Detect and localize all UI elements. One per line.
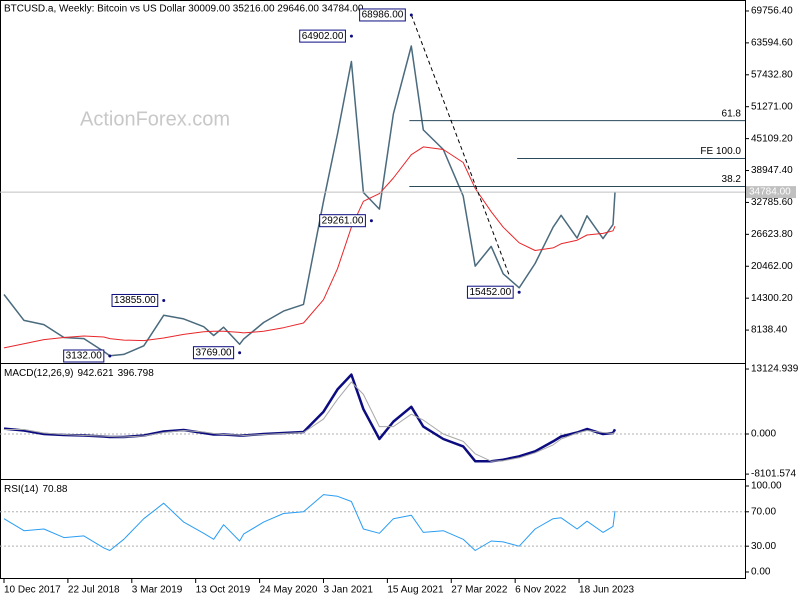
fib-label: FE 100.0 bbox=[700, 146, 741, 157]
y-tick-label: 51271.00 bbox=[751, 101, 793, 112]
annotation-box bbox=[319, 214, 366, 228]
series-line bbox=[4, 381, 616, 462]
last-price-box bbox=[746, 186, 796, 199]
annotation-label: 3769.00 bbox=[195, 347, 232, 358]
y-tick-label: 8138.40 bbox=[751, 325, 788, 336]
indicator-value: 70.88 bbox=[42, 484, 67, 495]
annotation-box bbox=[63, 349, 105, 363]
x-tick-label: 6 Nov 2022 bbox=[515, 585, 567, 596]
indicator-title: RSI(14) 70.88 bbox=[4, 484, 68, 495]
trendline bbox=[410, 14, 510, 276]
fib-label: 61.8 bbox=[722, 108, 742, 119]
annotation-point bbox=[238, 351, 242, 355]
y-tick-label: 26623.80 bbox=[751, 229, 793, 240]
series-line bbox=[3, 45, 616, 357]
y-tick-label: 69756.40 bbox=[751, 6, 793, 17]
x-tick-label: 15 Aug 2021 bbox=[387, 585, 444, 596]
annotation-box bbox=[466, 285, 514, 299]
annotation-point bbox=[369, 219, 373, 223]
x-tick-label: 10 Dec 2017 bbox=[4, 585, 61, 596]
x-tick-label: 27 Mar 2022 bbox=[451, 585, 508, 596]
annotation-label: 3132.00 bbox=[66, 351, 103, 362]
chart-title: BTCUSD.a, Weekly: Bitcoin vs US Dollar 3… bbox=[4, 4, 364, 15]
annotation-point bbox=[517, 290, 521, 294]
annotation-label: 13855.00 bbox=[114, 295, 156, 306]
y-tick-label: 70.00 bbox=[751, 506, 776, 517]
indicator-name: MACD(12,26,9) bbox=[4, 368, 73, 379]
annotation-label: 64902.00 bbox=[302, 31, 344, 42]
annotation-box bbox=[359, 8, 406, 22]
annotation-box bbox=[111, 293, 159, 307]
watermark: ActionForex.com bbox=[80, 108, 230, 130]
y-tick-label: 57432.80 bbox=[751, 69, 793, 80]
annotation: 13855.00 bbox=[111, 293, 159, 307]
annotation-box bbox=[192, 346, 235, 360]
annotation: 15452.00 bbox=[466, 285, 514, 299]
y-tick-label: -8101.574 bbox=[751, 469, 796, 480]
y-tick-label: 100.00 bbox=[751, 481, 782, 492]
annotation: 68986.00 bbox=[359, 8, 406, 22]
y-tick-label: 38947.40 bbox=[751, 165, 793, 176]
fib-label: 38.2 bbox=[722, 174, 742, 185]
annotation: 3769.00 bbox=[192, 346, 235, 360]
y-tick-label: 13124.939 bbox=[751, 364, 799, 375]
annotation-label: 29261.00 bbox=[322, 215, 364, 226]
annotation-point bbox=[108, 354, 112, 358]
y-tick-label: 45109.20 bbox=[751, 133, 793, 144]
annotation: 64902.00 bbox=[299, 29, 346, 43]
x-tick-label: 18 Jun 2023 bbox=[579, 585, 634, 596]
series-line bbox=[3, 494, 616, 551]
annotation-point bbox=[349, 34, 353, 38]
chart-frame bbox=[0, 0, 746, 579]
y-tick-label: 30.00 bbox=[751, 541, 776, 552]
annotation-label: 15452.00 bbox=[469, 287, 511, 298]
annotation-point bbox=[409, 13, 413, 17]
indicator-name: RSI(14) bbox=[4, 484, 38, 495]
last-price-label: 34784.00 bbox=[749, 187, 791, 198]
x-tick-label: 24 May 2020 bbox=[260, 585, 318, 596]
x-tick-label: 3 Jan 2021 bbox=[323, 585, 373, 596]
indicator-title: MACD(12,26,9) 942.621 396.798 bbox=[4, 368, 154, 379]
indicator-value: 942.621 bbox=[77, 368, 114, 379]
y-tick-label: 0.000 bbox=[751, 429, 776, 440]
annotation-box bbox=[299, 29, 346, 43]
x-tick-label: 13 Oct 2019 bbox=[196, 585, 251, 596]
y-tick-label: 32785.60 bbox=[751, 197, 793, 208]
y-tick-label: 20462.00 bbox=[751, 261, 793, 272]
y-tick-label: 14300.20 bbox=[751, 293, 793, 304]
y-tick-label: 63594.60 bbox=[751, 38, 793, 49]
y-tick-label: 0.00 bbox=[751, 567, 771, 578]
annotation: 29261.00 bbox=[319, 214, 366, 228]
annotation: 3132.00 bbox=[63, 349, 105, 363]
x-tick-label: 22 Jul 2018 bbox=[68, 585, 120, 596]
series-line bbox=[3, 146, 616, 349]
annotation-point bbox=[162, 298, 166, 302]
annotation-label: 68986.00 bbox=[362, 10, 404, 21]
indicator-value: 396.798 bbox=[118, 368, 155, 379]
x-tick-label: 3 Mar 2019 bbox=[132, 585, 183, 596]
